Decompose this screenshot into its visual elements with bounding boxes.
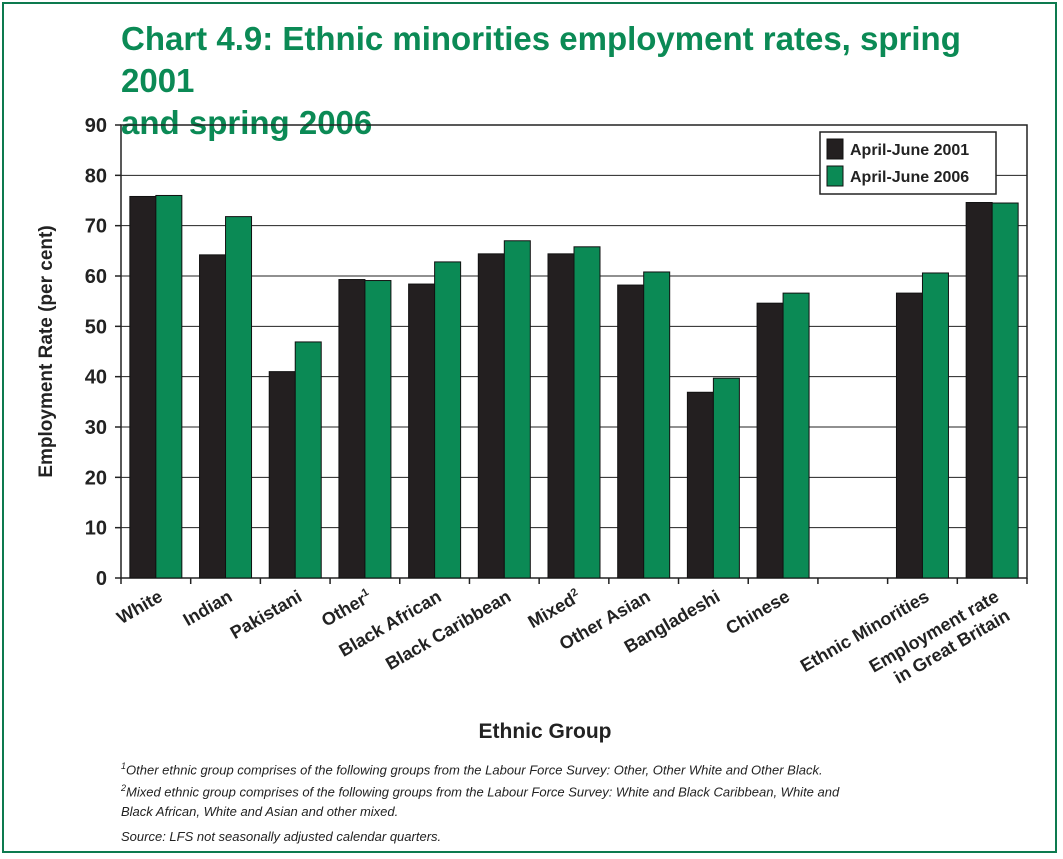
chart-title: Chart 4.9: Ethnic minorities employment … — [121, 18, 1041, 144]
bar-2001 — [895, 292, 923, 579]
bar-2001 — [617, 284, 645, 579]
footnote-2-text-line1: Mixed ethnic group comprises of the foll… — [126, 784, 840, 800]
x-axis-label: Ethnic Group — [479, 720, 612, 743]
bar-2006 — [921, 272, 949, 579]
footnote-2-text-line2: Black African, White and Asian and other… — [121, 803, 399, 819]
legend-label: April-June 2001 — [850, 142, 969, 159]
x-category-label: Employment ratein Great Britain — [866, 586, 1013, 695]
footnote-2-marker: 2 — [121, 783, 127, 794]
y-tick-label: 50 — [85, 316, 107, 338]
bar-2006 — [155, 194, 183, 579]
bar-2001 — [547, 253, 575, 579]
footnote-1: 1Other ethnic group comprises of the fol… — [121, 757, 1021, 779]
y-tick-label: 60 — [85, 266, 107, 288]
y-axis-label: Employment Rate (per cent) — [36, 225, 57, 477]
footnote-1-text: Other ethnic group comprises of the foll… — [126, 762, 823, 778]
bar-2001 — [199, 254, 227, 579]
y-tick-label: 90 — [85, 115, 107, 137]
chart-title-line2: and spring 2006 — [121, 104, 373, 141]
footnotes: 1Other ethnic group comprises of the fol… — [121, 757, 1021, 846]
bar-2001 — [756, 302, 784, 579]
bar-2001 — [408, 283, 436, 579]
y-tick-label: 40 — [85, 367, 107, 389]
legend-swatch — [826, 165, 844, 187]
bar-2006 — [503, 240, 531, 579]
bar-2006 — [782, 292, 810, 579]
y-tick-label: 10 — [85, 518, 107, 540]
x-category-label: Black Caribbean — [382, 586, 514, 674]
legend-swatch — [826, 138, 844, 160]
y-tick-label: 30 — [85, 417, 107, 439]
bar-2006 — [643, 271, 671, 579]
bar-2001 — [338, 279, 366, 579]
y-tick-label: 70 — [85, 216, 107, 238]
bar-2001 — [268, 371, 296, 579]
bar-2006 — [294, 341, 322, 579]
bar-2001 — [477, 253, 505, 579]
bar-2006 — [991, 202, 1019, 579]
footnote-2: 2Mixed ethnic group comprises of the fol… — [121, 779, 1021, 820]
y-tick-label: 20 — [85, 467, 107, 489]
source-note: Source: LFS not seasonally adjusted cale… — [121, 828, 442, 844]
bar-2006 — [434, 261, 462, 579]
chart-title-line1: Chart 4.9: Ethnic minorities employment … — [121, 20, 961, 99]
footnote-1-marker: 1 — [121, 761, 127, 771]
bar-2001 — [686, 391, 714, 579]
x-category-label: Indian — [180, 586, 236, 630]
x-category-label: Pakistani — [227, 586, 305, 643]
y-tick-label: 0 — [96, 568, 107, 590]
legend-box — [819, 131, 997, 195]
bar-2001 — [129, 195, 157, 579]
bar-2001 — [965, 202, 993, 579]
y-tick-label: 80 — [85, 165, 107, 187]
bar-2006 — [225, 216, 253, 579]
x-category-label: Chinese — [722, 586, 793, 638]
x-category-label: White — [113, 586, 165, 628]
bar-2006 — [364, 280, 392, 579]
bar-2006 — [573, 246, 601, 579]
bar-2006 — [712, 377, 740, 579]
legend-label: April-June 2006 — [850, 169, 969, 186]
x-category-label: Other1 — [318, 586, 375, 630]
